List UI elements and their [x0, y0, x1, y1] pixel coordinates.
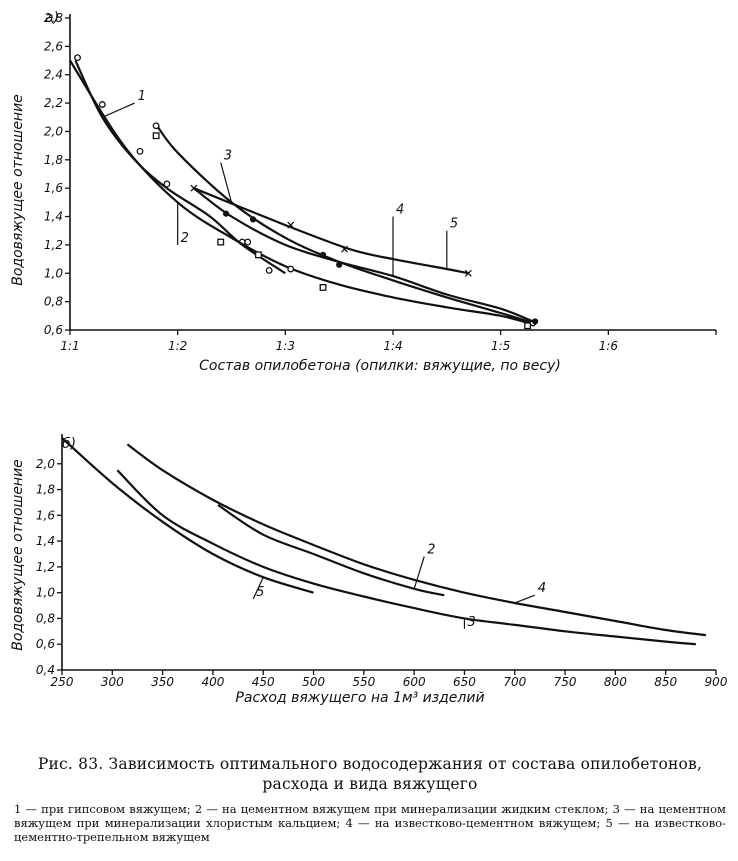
panel-a-curve-5 [193, 187, 469, 275]
panel-a-x-tick-label: 1:6 [599, 339, 619, 353]
panel-a-y-tick-label: 2,2 [44, 96, 63, 110]
panel-a-y-tick-label: 0,8 [44, 295, 63, 309]
panel-b-x-tick-label: 700 [503, 675, 526, 689]
panel-b-y-tick-label: 1,4 [36, 534, 55, 548]
panel-a-x-tick-label: 1:2 [168, 339, 187, 353]
panel-b-curve-label-3: 3 [467, 615, 475, 630]
panel-a-point-4 [336, 261, 343, 268]
panel-b-y-tick-label: 1,8 [36, 483, 55, 497]
panel-b-y-tick-label: 0,8 [36, 611, 55, 625]
panel-a-curve-3 [155, 123, 534, 324]
panel-b-curve-3 [116, 469, 696, 646]
panel-b-curve-2 [217, 504, 445, 597]
panel-b-x-tick-label: 500 [302, 675, 325, 689]
panel-a-point-5 [341, 245, 349, 253]
panel-a-x-tick-label: 1:5 [491, 339, 510, 353]
panel-b-x-tick-label: 300 [101, 675, 124, 689]
panel-a-point-1 [163, 180, 171, 188]
caption-title: Рис. 83. Зависимость оптимального водосо… [37, 755, 703, 793]
panel-b-y-tick-label: 1,2 [36, 560, 55, 574]
panel-a-curve-label-4: 4 [396, 203, 404, 218]
panel-a-y-tick-label: 2,4 [44, 68, 63, 82]
panel-b-x-tick-label: 850 [654, 675, 677, 689]
panel-a-point-2 [152, 132, 160, 140]
chart-panel-a: а) Водовяжущее отношение Состав опилобет… [10, 10, 717, 374]
panel-a-curve-label-3: 3 [224, 149, 232, 164]
panel-a-point-2 [254, 251, 262, 259]
panel-b-curve-label-2: 2 [427, 543, 435, 558]
panel-b-x-tick-label: 400 [201, 675, 224, 689]
panel-b-curve-label-5: 5 [256, 585, 264, 600]
panel-b-x-tick-label: 900 [705, 675, 728, 689]
panel-b-ylabel: Водовяжущее отношение [10, 459, 26, 651]
panel-b-x-tick-label: 550 [352, 675, 375, 689]
panel-b-x-tick-label: 350 [151, 675, 174, 689]
panel-a-point-1 [265, 266, 273, 274]
panel-a-point-1 [136, 147, 144, 155]
panel-a-curve-label-1: 1 [138, 89, 146, 104]
panel-b-y-tick-label: 1,0 [36, 586, 55, 600]
panel-a-curve-label-5: 5 [450, 217, 458, 232]
panel-b-x-tick-label: 450 [252, 675, 275, 689]
panel-a-leader-1 [102, 102, 135, 118]
panel-a-point-1 [74, 54, 81, 62]
panel-b-curve-label-4: 4 [538, 581, 546, 596]
chart-panel-b: б) Водовяжущее отношение Расход вяжущего… [10, 434, 728, 706]
panel-a-point-4 [532, 318, 539, 325]
panel-a-leader-3 [220, 162, 233, 203]
panel-b-xlabel: Расход вяжущего на 1м³ изделий [235, 690, 484, 706]
panel-b-leader-5 [252, 576, 264, 600]
panel-a-y-tick-label: 1,2 [44, 238, 63, 252]
panel-a-xlabel: Состав опилобетона (опилки: вяжущие, по … [199, 358, 561, 374]
panel-a-x-tick-label: 1:1 [60, 339, 79, 353]
panel-b-y-tick-label: 0,4 [36, 663, 55, 677]
panel-b-curve-5 [61, 437, 314, 594]
panel-a-point-4 [223, 210, 230, 217]
panel-a-point-5 [464, 269, 472, 277]
panel-a-y-tick-label: 1,6 [44, 181, 63, 195]
panel-a-point-4 [249, 216, 257, 223]
panel-a-point-3 [152, 122, 160, 130]
panel-a-point-5 [287, 221, 295, 229]
caption-legend: 1 — при гипсовом вяжущем; 2 — на цементн… [14, 802, 726, 844]
panel-b-y-tick-label: 0,6 [36, 637, 55, 651]
panel-a-point-2 [319, 284, 327, 291]
panel-a-ylabel: Водовяжущее отношение [10, 94, 26, 286]
panel-a-curve-2 [69, 59, 534, 326]
panel-a-point-5 [190, 184, 198, 192]
figure-caption: Рис. 83. Зависимость оптимального водосо… [14, 754, 726, 844]
panel-a-point-1 [98, 101, 106, 108]
panel-b-x-tick-label: 600 [403, 675, 426, 689]
panel-b-x-tick-label: 250 [51, 675, 74, 689]
chart-canvas: а) Водовяжущее отношение Состав опилобет… [10, 10, 728, 706]
panel-b-curve-4 [126, 443, 707, 637]
panel-a-y-tick-label: 1,8 [44, 153, 63, 167]
panel-a-point-3 [287, 265, 295, 273]
panel-a-y-tick-label: 2,0 [44, 124, 63, 138]
panel-b-leader-4 [514, 594, 536, 604]
panel-b-y-tick-label: 1,6 [36, 508, 55, 522]
panel-a-y-tick-label: 0,6 [44, 323, 63, 337]
panel-b-x-tick-label: 650 [453, 675, 476, 689]
panel-b-y-tick-label: 2,0 [36, 457, 55, 471]
panel-a-y-tick-label: 1,4 [44, 210, 63, 224]
panel-a-y-tick-label: 2,6 [44, 39, 63, 53]
panel-a-curve-label-2: 2 [181, 231, 189, 246]
panel-a-curve-4 [193, 187, 534, 323]
panel-a-point-3 [244, 238, 252, 246]
panel-a-point-2 [524, 322, 532, 330]
panel-b-x-tick-label: 750 [554, 675, 577, 689]
panel-a-y-tick-label: 2,8 [44, 11, 63, 25]
panel-a-point-4 [319, 251, 327, 258]
panel-a-x-tick-label: 1:4 [383, 339, 402, 353]
panel-a-label: а) [45, 10, 59, 26]
panel-a-y-tick-label: 1,0 [44, 266, 63, 280]
panel-b-leader-2 [413, 556, 425, 589]
panel-a-point-2 [217, 238, 225, 246]
panel-b-x-tick-label: 800 [604, 675, 627, 689]
panel-a-x-tick-label: 1:3 [276, 339, 295, 353]
